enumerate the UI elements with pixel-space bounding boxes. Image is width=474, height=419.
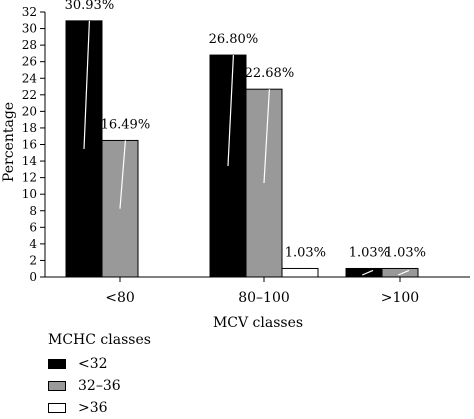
data-label: 1.03% — [349, 245, 390, 260]
y-tick-label: 6 — [29, 220, 37, 234]
y-tick-label: 28 — [22, 38, 37, 52]
legend-label-lt32: <32 — [78, 356, 108, 372]
legend-swatch-gt36 — [48, 403, 66, 413]
bar-leader-line — [397, 269, 410, 276]
y-tick-label: 2 — [29, 253, 37, 267]
x-axis-title: MCV classes — [213, 315, 303, 330]
legend: MCHC classes <32 32–36 >36 — [48, 332, 151, 419]
bar — [209, 54, 247, 278]
y-tick-label: 32 — [22, 5, 37, 19]
y-tick-label: 4 — [29, 237, 37, 251]
y-axis-title: Percentage — [1, 102, 17, 182]
data-label: 26.80% — [209, 32, 259, 47]
y-tick-label: 20 — [22, 104, 37, 118]
bar — [245, 88, 283, 278]
data-label: 1.03% — [385, 245, 426, 260]
data-label: 1.03% — [285, 245, 326, 260]
bar-leader-line — [83, 20, 90, 149]
y-tick-label: 0 — [29, 270, 37, 284]
legend-label-gt36: >36 — [78, 400, 108, 416]
bar-leader-line — [263, 89, 270, 184]
bar — [381, 267, 419, 278]
bars — [65, 20, 419, 278]
y-tick-label: 26 — [22, 55, 37, 69]
data-label: 16.49% — [101, 117, 151, 132]
data-label: 30.93% — [65, 0, 115, 13]
x-tick-label: >100 — [381, 290, 419, 306]
y-tick-label: 10 — [22, 187, 37, 201]
x-tick-label: <80 — [105, 290, 135, 306]
legend-swatch-32-36 — [48, 381, 66, 391]
y-tick-label: 8 — [29, 204, 37, 218]
y-tick-label: 14 — [22, 154, 38, 168]
legend-title: MCHC classes — [48, 332, 151, 348]
legend-swatch-lt32 — [48, 359, 66, 369]
x-tick-label: 80–100 — [238, 290, 290, 306]
y-tick-label: 24 — [22, 71, 38, 85]
legend-item-32-36: 32–36 — [48, 375, 151, 397]
y-tick-label: 18 — [22, 121, 37, 135]
x-axis: <80 80–100 >100 — [45, 276, 470, 306]
y-tick-label: 16 — [22, 138, 37, 152]
legend-label-32-36: 32–36 — [78, 378, 121, 394]
bar — [281, 267, 319, 278]
bar-leader-line — [227, 55, 234, 167]
bar — [345, 267, 383, 278]
data-labels: 30.93%16.49%26.80%22.68%1.03% 1.03%1.03% — [65, 0, 426, 260]
legend-item-lt32: <32 — [48, 353, 151, 375]
bar-leader-line — [297, 269, 310, 276]
bar-leader-line — [119, 140, 126, 209]
y-tick-label: 30 — [22, 22, 37, 36]
y-tick-label: 12 — [22, 171, 37, 185]
bar-leader-line — [361, 269, 374, 276]
legend-item-gt36: >36 — [48, 397, 151, 419]
data-label: 22.68% — [245, 66, 295, 81]
y-tick-label: 22 — [22, 88, 37, 102]
